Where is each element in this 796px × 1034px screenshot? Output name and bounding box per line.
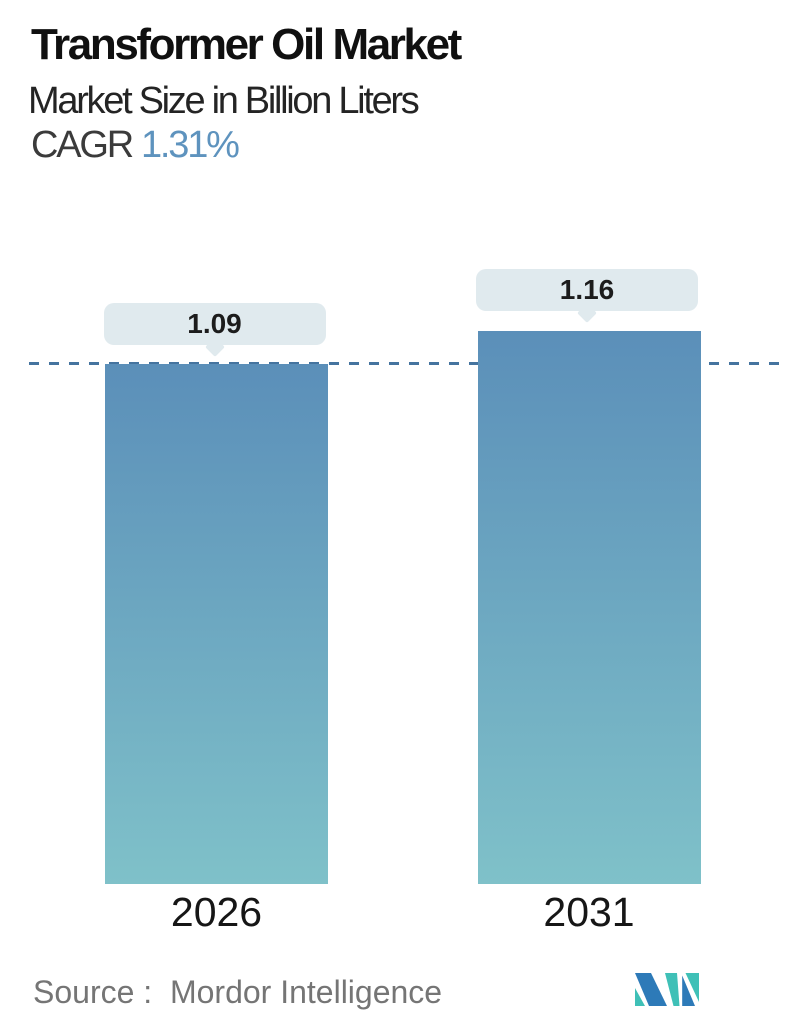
callout-pointer [204,336,225,357]
bar-2026[interactable] [105,364,328,884]
bar-2031[interactable] [477,330,701,884]
value-callout-2026: 1.09 [103,302,326,357]
value-label-2031: 1.16 [559,274,615,306]
cagr-row: CAGR 1.31% [31,124,240,167]
cagr-value: 1.31% [141,124,240,166]
value-callout-2031: 1.16 [476,269,698,324]
x-axis-label-2026: 2026 [170,889,263,935]
mordor-intelligence-logo [635,973,699,1006]
reference-dashed-line [29,362,781,366]
chart-subtitle: Market Size in Billion Liters [28,80,420,122]
chart-title: Transformer Oil Market [31,20,462,69]
source-label: Source : Mordor Intelligence [33,974,443,1010]
cagr-label: CAGR [31,124,134,166]
callout-pointer [577,303,597,324]
x-axis-label-2031: 2031 [543,889,635,935]
value-label-2026: 1.09 [187,307,242,339]
